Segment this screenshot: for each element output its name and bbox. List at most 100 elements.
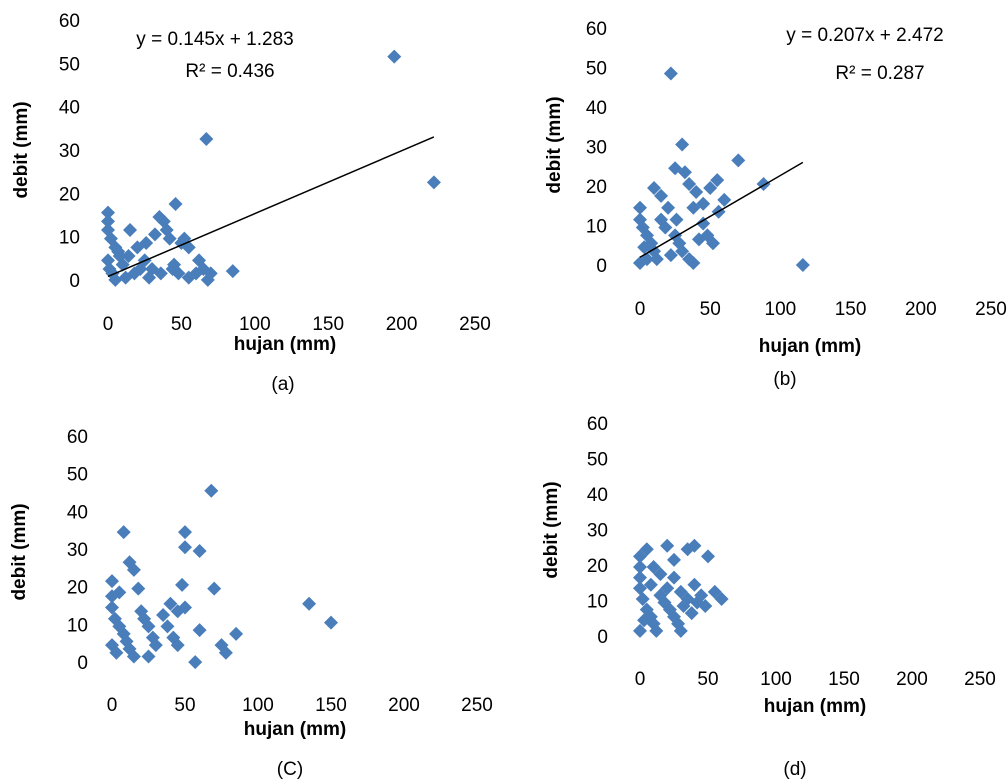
x-tick-label: 0 [635, 669, 646, 690]
caption: (C) [277, 759, 303, 780]
equation: y = 0.145x + 1.283 [136, 29, 293, 50]
point [675, 138, 689, 152]
caption: (b) [773, 369, 796, 390]
caption: (a) [271, 374, 294, 395]
x-tick-label: 200 [905, 299, 937, 320]
y-tick-label: 40 [587, 485, 608, 506]
y-tick-label: 0 [597, 627, 608, 648]
y-tick-label: 40 [59, 98, 80, 119]
y-tick-label: 30 [59, 141, 80, 162]
x-axis-title: hujan (mm) [759, 336, 861, 357]
point [427, 175, 441, 189]
y-tick-label: 20 [587, 556, 608, 577]
x-tick-label: 100 [242, 695, 274, 716]
point [175, 578, 189, 592]
point [188, 655, 202, 669]
y-tick-label: 50 [59, 54, 80, 75]
y-tick-label: 0 [77, 653, 88, 674]
point [667, 553, 681, 567]
y-tick-label: 30 [67, 540, 88, 561]
y-tick-label: 40 [586, 98, 607, 119]
point [226, 264, 240, 278]
point [204, 484, 218, 498]
y-tick-label: 60 [587, 414, 608, 435]
x-tick-label: 250 [975, 299, 1007, 320]
point [687, 578, 701, 592]
x-tick-label: 100 [765, 299, 797, 320]
x-tick-label: 150 [828, 669, 860, 690]
x-tick-label: 0 [107, 695, 118, 716]
x-tick-label: 150 [835, 299, 867, 320]
x-axis-title: hujan (mm) [244, 719, 346, 740]
y-axis-title: debit (mm) [544, 96, 565, 193]
x-tick-label: 250 [461, 695, 493, 716]
point [105, 601, 119, 615]
x-tick-label: 100 [239, 314, 271, 335]
point [193, 623, 207, 637]
point [660, 539, 674, 553]
point [178, 540, 192, 554]
point [199, 132, 213, 146]
y-tick-label: 20 [59, 184, 80, 205]
x-tick-label: 200 [388, 695, 420, 716]
point [207, 582, 221, 596]
x-tick-label: 0 [103, 314, 114, 335]
point [302, 597, 316, 611]
y-tick-label: 50 [587, 450, 608, 471]
point [117, 525, 131, 539]
point [633, 581, 647, 595]
trendline [108, 137, 434, 276]
y-tick-label: 30 [586, 138, 607, 159]
y-tick-label: 10 [587, 592, 608, 613]
point [796, 258, 810, 272]
y-tick-label: 60 [67, 427, 88, 448]
point [105, 574, 119, 588]
y-tick-label: 60 [586, 19, 607, 40]
point [701, 549, 715, 563]
point [324, 616, 338, 630]
point [667, 571, 681, 585]
equation: y = 0.207x + 2.472 [786, 25, 943, 46]
point [148, 227, 162, 241]
y-axis-title: debit (mm) [541, 481, 562, 578]
x-tick-label: 250 [459, 314, 491, 335]
y-tick-label: 30 [587, 521, 608, 542]
x-tick-label: 0 [635, 299, 646, 320]
point [123, 223, 137, 237]
point [178, 525, 192, 539]
y-tick-label: 40 [67, 502, 88, 523]
point [142, 649, 156, 663]
figure: 0102030405060050100150200250hujan (mm)de… [0, 0, 1008, 783]
y-tick-label: 10 [67, 615, 88, 636]
y-axis-title: debit (mm) [9, 503, 30, 600]
point [731, 153, 745, 167]
x-tick-label: 250 [964, 669, 996, 690]
point [664, 248, 678, 262]
x-tick-label: 150 [315, 695, 347, 716]
x-tick-label: 50 [174, 695, 195, 716]
r-squared: R² = 0.287 [835, 63, 924, 84]
x-tick-label: 100 [760, 669, 792, 690]
x-tick-label: 150 [312, 314, 344, 335]
y-axis-title: debit (mm) [11, 101, 32, 198]
y-tick-label: 50 [67, 465, 88, 486]
y-tick-label: 60 [59, 11, 80, 32]
point [387, 50, 401, 64]
x-axis-title: hujan (mm) [234, 334, 336, 355]
x-tick-label: 200 [896, 669, 928, 690]
caption: (d) [783, 759, 806, 780]
y-tick-label: 20 [586, 177, 607, 198]
point [193, 544, 207, 558]
point [664, 66, 678, 80]
point [661, 201, 675, 215]
x-axis-title: hujan (mm) [764, 696, 866, 717]
y-tick-label: 10 [59, 228, 80, 249]
y-tick-label: 50 [586, 59, 607, 80]
x-tick-label: 50 [700, 299, 721, 320]
r-squared: R² = 0.436 [185, 61, 274, 82]
point [131, 582, 145, 596]
point [644, 578, 658, 592]
x-tick-label: 50 [171, 314, 192, 335]
y-tick-label: 20 [67, 578, 88, 599]
point [169, 197, 183, 211]
